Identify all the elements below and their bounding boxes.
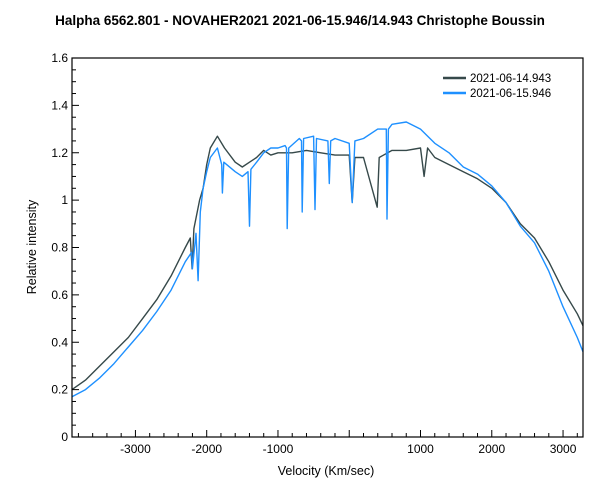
y-tick-label: 1.4 <box>51 98 68 112</box>
y-tick-label: 1.6 <box>51 51 68 65</box>
x-tick-label: 1000 <box>407 442 434 456</box>
y-tick-label: 0.2 <box>51 383 68 397</box>
y-tick-label: 0.4 <box>51 335 68 349</box>
chart-title: Halpha 6562.801 - NOVAHER2021 2021-06-15… <box>55 13 545 28</box>
axis-ticks: -3000 -2000 -1000 1000 2000 3000 0 0.2 0.4 0.6 0.8… <box>51 51 578 456</box>
y-axis-label: Relative intensity <box>25 199 39 294</box>
x-axis-label: Velocity (Km/sec) <box>278 464 375 478</box>
x-tick-label: -3000 <box>120 442 151 456</box>
y-tick-label: 1 <box>61 193 68 207</box>
y-tick-label: 0 <box>61 430 68 444</box>
plot-frame <box>71 57 584 438</box>
legend-label-series-1: 2021-06-14.943 <box>470 73 551 85</box>
y-tick-label: 0.6 <box>51 288 68 302</box>
series-layer <box>71 121 584 398</box>
legend: 2021-06-14.943 2021-06-15.946 <box>443 73 551 100</box>
x-tick-label: -2000 <box>191 442 222 456</box>
series-line-1 <box>71 135 584 391</box>
x-tick-label: -1000 <box>263 442 294 456</box>
legend-label-series-2: 2021-06-15.946 <box>470 88 551 100</box>
y-tick-label: 1.2 <box>51 146 68 160</box>
series-line-2 <box>71 121 584 398</box>
y-tick-label: 0.8 <box>51 241 68 255</box>
x-tick-label: 2000 <box>478 442 505 456</box>
x-tick-label: 3000 <box>550 442 577 456</box>
